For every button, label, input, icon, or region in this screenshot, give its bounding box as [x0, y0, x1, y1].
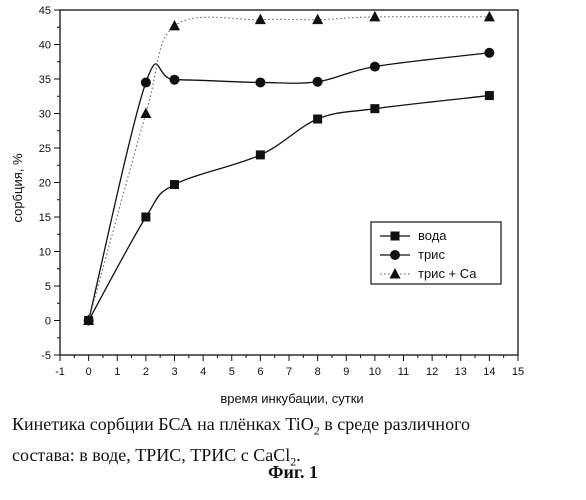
legend: вода трис трис + Са: [371, 222, 501, 284]
data-point-voda: [170, 180, 179, 189]
x-tick-label: 10: [369, 366, 381, 378]
data-point-tris: [255, 77, 265, 87]
x-tick-label: 14: [483, 366, 495, 378]
axes: -10123456789101112131415-505101520253035…: [39, 5, 524, 378]
x-tick-label: 8: [315, 366, 321, 378]
x-axis-label: время инкубации, сутки: [220, 391, 363, 406]
data-point-voda: [141, 213, 150, 222]
caption-line-1-tail: в среде различного: [320, 414, 470, 434]
x-tick-label: 12: [426, 366, 438, 378]
y-tick-label: 35: [39, 74, 51, 86]
x-tick-label: 13: [455, 366, 467, 378]
legend-label-tris: трис: [418, 247, 445, 262]
data-point-voda: [485, 91, 494, 100]
y-tick-label: 40: [39, 40, 51, 52]
y-tick-label: 20: [39, 178, 51, 190]
data-point-tris-ca: [255, 14, 266, 25]
x-tick-label: 7: [286, 366, 292, 378]
data-point-tris: [141, 77, 151, 87]
x-tick-label: 9: [343, 366, 349, 378]
x-tick-label: 2: [143, 366, 149, 378]
data-point-tris: [484, 48, 494, 58]
data-point-tris: [170, 75, 180, 85]
figure-label: Фиг. 1: [0, 462, 586, 483]
chart: -10123456789101112131415-505101520253035…: [0, 0, 586, 410]
data-point-tris-ca: [369, 11, 380, 22]
data-point-tris-ca: [312, 14, 323, 25]
x-tick-label: 0: [86, 366, 92, 378]
x-tick-label: 4: [200, 366, 206, 378]
x-tick-label: -1: [55, 366, 65, 378]
series-voda: [84, 91, 494, 325]
legend-label-tris-ca: трис + Са: [418, 266, 477, 281]
data-point-tris-ca: [140, 108, 151, 119]
data-point-tris-ca: [169, 20, 180, 31]
x-tick-label: 1: [114, 366, 120, 378]
y-tick-label: 15: [39, 212, 51, 224]
data-point-tris: [370, 62, 380, 72]
data-point-voda: [313, 115, 322, 124]
y-tick-label: 45: [39, 5, 51, 17]
y-axis-label: сорбция, %: [10, 153, 25, 223]
x-tick-label: 3: [171, 366, 177, 378]
x-tick-label: 11: [398, 366, 409, 378]
y-tick-label: 5: [45, 281, 51, 293]
data-point-tris: [313, 77, 323, 87]
x-tick-label: 5: [229, 366, 235, 378]
data-point-voda: [370, 104, 379, 113]
x-tick-label: 15: [512, 366, 524, 378]
caption-line-1-text: Кинетика сорбции БСА на плёнках TiO: [12, 414, 314, 434]
y-tick-label: 30: [39, 109, 51, 121]
caption-line-1: Кинетика сорбции БСА на плёнках TiO2 в с…: [12, 412, 582, 443]
legend-marker-tris: [390, 250, 400, 260]
series-line-voda: [89, 96, 490, 321]
y-tick-label: -5: [41, 350, 51, 362]
y-tick-label: 10: [39, 247, 51, 259]
x-tick-label: 6: [257, 366, 263, 378]
y-tick-label: 25: [39, 143, 51, 155]
legend-label-voda: вода: [418, 228, 447, 243]
plot-frame: [60, 10, 518, 355]
y-tick-label: 0: [45, 316, 51, 328]
data-point-voda: [256, 150, 265, 159]
data-point-tris-ca: [484, 11, 495, 22]
legend-marker-voda: [391, 232, 400, 241]
